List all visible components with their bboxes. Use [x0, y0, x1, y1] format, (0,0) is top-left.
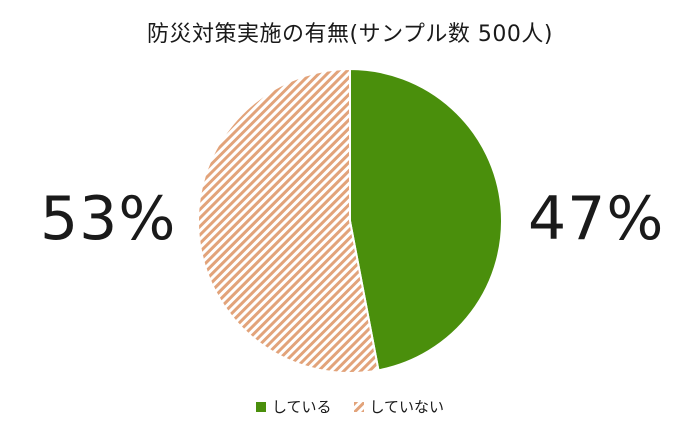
- chart-title: 防災対策実施の有無(サンプル数 500人): [147, 22, 553, 47]
- legend-item-not-implemented: していない: [353, 396, 445, 417]
- pie-slice-not-implemented: [197, 67, 380, 374]
- legend-swatch-solid: [255, 401, 266, 412]
- legend-swatch-hatched: [353, 401, 364, 412]
- slice-label-implemented: 47%: [528, 184, 665, 254]
- legend: している していない: [0, 396, 700, 417]
- slice-label-not-implemented: 53%: [40, 184, 177, 254]
- legend-item-implemented: している: [255, 396, 332, 417]
- pie-slice-implemented: [349, 67, 503, 372]
- legend-label-not-implemented: していない: [369, 398, 445, 416]
- legend-label-implemented: している: [271, 398, 332, 416]
